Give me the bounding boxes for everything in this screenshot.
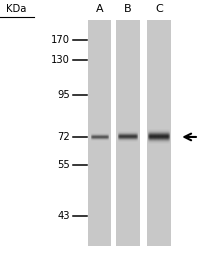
- Text: 130: 130: [51, 55, 69, 65]
- FancyBboxPatch shape: [146, 20, 170, 246]
- FancyBboxPatch shape: [116, 20, 139, 246]
- Text: 72: 72: [57, 132, 69, 142]
- Text: B: B: [124, 4, 131, 14]
- FancyBboxPatch shape: [87, 20, 111, 246]
- Text: 170: 170: [50, 35, 69, 45]
- Text: A: A: [95, 4, 103, 14]
- Text: C: C: [154, 4, 162, 14]
- Text: 55: 55: [57, 160, 69, 170]
- Text: KDa: KDa: [6, 4, 27, 14]
- Text: 43: 43: [57, 211, 69, 221]
- FancyBboxPatch shape: [142, 20, 144, 246]
- Text: 95: 95: [57, 90, 69, 100]
- FancyBboxPatch shape: [112, 20, 114, 246]
